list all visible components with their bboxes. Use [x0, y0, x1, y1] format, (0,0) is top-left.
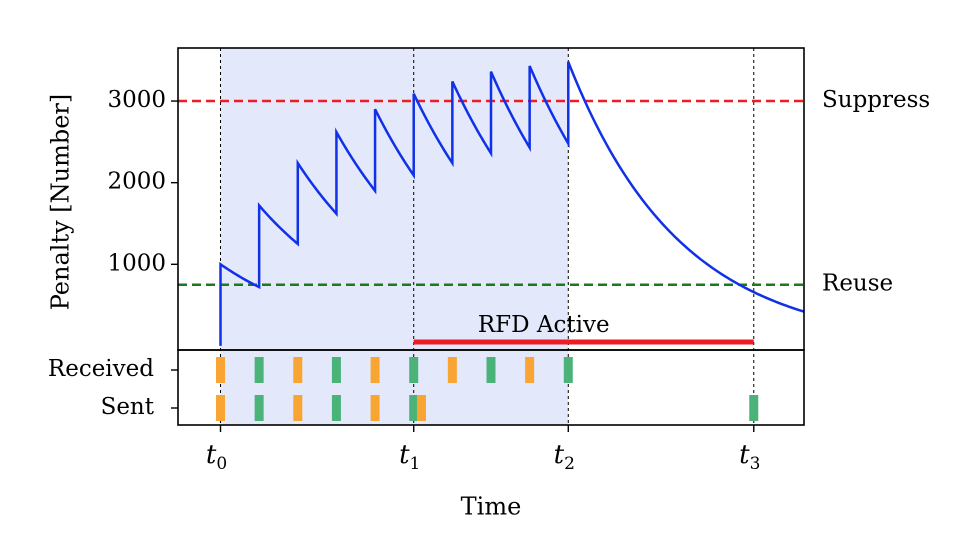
x-tick-label-t2: t2 — [554, 440, 575, 474]
event-marker-sent-7 — [749, 395, 759, 421]
row-label-received: Received — [48, 356, 154, 382]
event-marker-received-6 — [447, 357, 457, 383]
threshold-label-suppress: Suppress — [822, 87, 930, 113]
event-marker-received-4 — [370, 357, 380, 383]
row-label-sent: Sent — [101, 394, 155, 420]
event-marker-sent-2 — [293, 395, 303, 421]
event-marker-received-9 — [563, 357, 573, 383]
y-tick-label-3000: 3000 — [107, 87, 166, 113]
x-tick-label-t1: t1 — [399, 440, 420, 474]
event-marker-received-1 — [254, 357, 264, 383]
rfd-active-layer: RFD Active — [413, 312, 754, 345]
event-marker-received-3 — [331, 357, 341, 383]
penalty-series-line — [219, 61, 805, 346]
penalty-series-layer — [219, 61, 805, 346]
y-tick-label-2000: 2000 — [107, 169, 166, 195]
event-marker-sent-6 — [416, 395, 426, 421]
event-marker-sent-3 — [331, 395, 341, 421]
y-tick-label-1000: 1000 — [107, 250, 166, 276]
event-marker-received-0 — [216, 357, 226, 383]
threshold-label-reuse: Reuse — [822, 271, 893, 297]
event-marker-received-5 — [409, 357, 419, 383]
event-marker-sent-5 — [409, 395, 419, 421]
event-marker-sent-4 — [370, 395, 380, 421]
event-marker-sent-0 — [216, 395, 226, 421]
event-markers-layer — [216, 357, 759, 421]
event-panel-frame — [177, 349, 805, 426]
rfd-active-label: RFD Active — [478, 312, 610, 338]
event-marker-sent-1 — [254, 395, 264, 421]
event-marker-received-2 — [293, 357, 303, 383]
shaded-region — [220, 48, 569, 425]
x-tick-label-t3: t3 — [739, 440, 760, 474]
x-tick-label-t0: t0 — [206, 440, 227, 474]
axes-frame — [177, 47, 805, 426]
y-axis-label: Penalty [Number] — [47, 94, 75, 311]
shaded-region-layer — [220, 48, 569, 425]
x-axis-label: Time — [461, 493, 522, 521]
event-marker-received-7 — [486, 357, 496, 383]
event-marker-received-8 — [525, 357, 535, 383]
